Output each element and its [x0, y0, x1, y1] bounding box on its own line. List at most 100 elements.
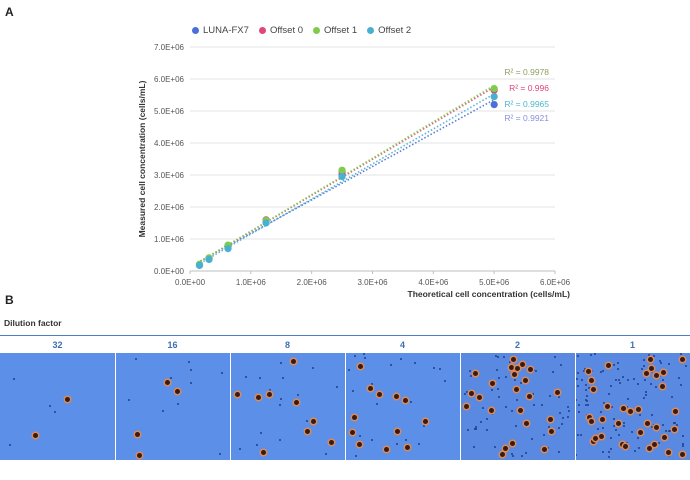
debris-speck — [297, 394, 299, 396]
debris-speck — [643, 359, 645, 361]
debris-speck — [190, 369, 192, 371]
debris-speck — [495, 355, 497, 357]
stained-cell — [165, 380, 170, 385]
debris-speck — [602, 427, 604, 429]
debris-speck — [594, 353, 596, 355]
debris-speck — [190, 382, 192, 384]
stained-cell — [518, 408, 523, 413]
debris-speck — [532, 393, 534, 395]
debris-speck — [655, 386, 657, 388]
trendline — [196, 84, 495, 264]
debris-speck — [638, 447, 640, 449]
debris-speck — [603, 402, 605, 404]
debris-speck — [558, 396, 560, 398]
stained-cell — [620, 442, 625, 447]
debris-speck — [245, 376, 247, 378]
debris-speck — [586, 395, 588, 397]
debris-speck — [535, 370, 537, 372]
stained-cell — [352, 415, 357, 420]
y-tick-label: 5.0E+06 — [154, 107, 185, 116]
debris-speck — [467, 429, 469, 431]
stained-cell — [405, 445, 410, 450]
micrograph-panel — [345, 353, 460, 460]
debris-speck — [511, 453, 513, 455]
debris-speck — [608, 451, 610, 453]
debris-speck — [444, 380, 446, 382]
stained-cell — [623, 444, 628, 449]
debris-speck — [610, 448, 612, 450]
stained-cell — [680, 357, 685, 362]
debris-speck — [658, 442, 660, 444]
debris-speck — [639, 414, 641, 416]
stained-cell — [294, 400, 299, 405]
debris-speck — [623, 422, 625, 424]
stained-cell — [520, 362, 525, 367]
stained-cell — [500, 452, 505, 457]
debris-speck — [470, 375, 472, 377]
panel-divider — [115, 353, 116, 460]
debris-speck — [568, 410, 570, 412]
debris-speck — [410, 401, 412, 403]
debris-speck — [560, 364, 562, 366]
stained-cell — [660, 384, 665, 389]
y-tick-label: 0.0E+00 — [154, 267, 185, 276]
debris-speck — [602, 451, 604, 453]
x-tick-label: 0.0E+00 — [175, 278, 206, 287]
stained-cell — [654, 373, 659, 378]
debris-speck — [680, 384, 682, 386]
debris-speck — [682, 435, 684, 437]
scatter-chart: 0.0E+00 1.0E+06 2.0E+06 3.0E+06 4.0E+06 5.0E+… — [137, 43, 571, 299]
debris-speck — [469, 370, 471, 372]
debris-speck — [480, 421, 482, 423]
debris-speck — [512, 455, 514, 457]
debris-speck — [584, 368, 586, 370]
debris-speck — [618, 434, 620, 436]
debris-speck — [669, 430, 671, 432]
debris-speck — [398, 396, 400, 398]
debris-speck — [439, 368, 441, 370]
data-point — [224, 245, 232, 253]
legend-label: Offset 1 — [324, 25, 358, 36]
stained-cell — [175, 389, 180, 394]
stained-cell — [358, 364, 363, 369]
legend-label: LUNA-FX7 — [203, 25, 249, 36]
stained-cell — [672, 427, 677, 432]
debris-speck — [54, 411, 56, 413]
panel-b-label: B — [5, 293, 14, 307]
debris-speck — [673, 422, 675, 424]
debris-speck — [608, 393, 610, 395]
trendline — [196, 99, 495, 264]
debris-speck — [645, 394, 647, 396]
y-tick-label: 1.0E+06 — [154, 235, 185, 244]
dilution-strip: 32 16 8 4 2 1 — [0, 335, 690, 461]
trendline — [196, 93, 495, 266]
data-point — [490, 93, 498, 101]
legend-label: Offset 2 — [378, 25, 412, 36]
debris-speck — [577, 385, 579, 387]
debris-speck — [423, 425, 425, 427]
stained-cell — [65, 397, 70, 402]
debris-speck — [312, 367, 314, 369]
debris-speck — [162, 410, 164, 412]
data-point — [490, 85, 498, 93]
debris-speck — [473, 446, 475, 448]
debris-speck — [559, 412, 561, 414]
panel-divider — [345, 353, 346, 460]
stained-cell — [549, 429, 554, 434]
debris-speck — [521, 455, 523, 457]
micrograph-panel — [115, 353, 230, 460]
debris-speck — [618, 379, 620, 381]
debris-speck — [648, 354, 650, 356]
data-point — [490, 101, 498, 109]
x-tick-label: 4.0E+06 — [418, 278, 449, 287]
debris-speck — [668, 430, 670, 432]
y-tick-label: 3.0E+06 — [154, 171, 185, 180]
debris-speck — [554, 356, 556, 358]
stained-cell — [137, 453, 142, 458]
debris-speck — [668, 455, 670, 457]
debris-speck — [682, 443, 684, 445]
stained-cell — [527, 394, 532, 399]
debris-speck — [170, 377, 172, 379]
stained-cell — [616, 421, 621, 426]
debris-speck — [617, 362, 619, 364]
